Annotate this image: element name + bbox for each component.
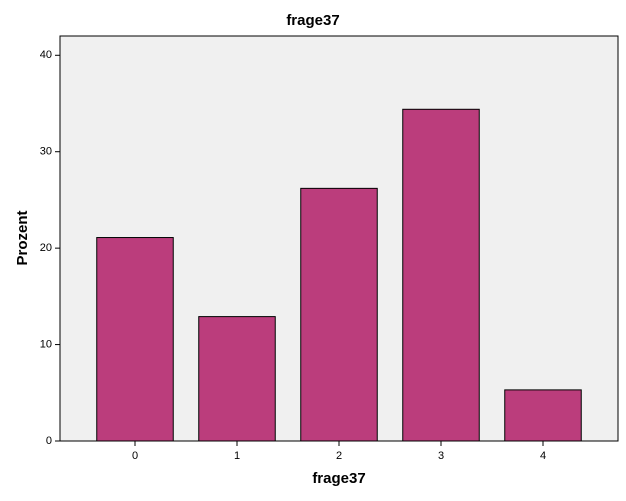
y-axis-label: Prozent <box>14 210 31 265</box>
y-tick-label: 10 <box>40 338 52 350</box>
x-tick-label: 1 <box>234 450 240 462</box>
y-tick-label: 0 <box>46 435 52 447</box>
x-tick-label: 3 <box>438 450 444 462</box>
x-tick-label: 4 <box>540 450 546 462</box>
bar <box>504 389 582 442</box>
y-tick-label: 40 <box>40 49 52 61</box>
bar <box>96 237 174 442</box>
bar <box>300 187 378 442</box>
y-tick-label: 20 <box>40 242 52 254</box>
chart-title: frage37 <box>286 12 339 29</box>
bar <box>402 108 480 442</box>
x-axis-label: frage37 <box>312 470 365 487</box>
x-tick-label: 0 <box>132 450 138 462</box>
y-tick-label: 30 <box>40 146 52 158</box>
x-tick-label: 2 <box>336 450 342 462</box>
bar <box>198 316 276 442</box>
